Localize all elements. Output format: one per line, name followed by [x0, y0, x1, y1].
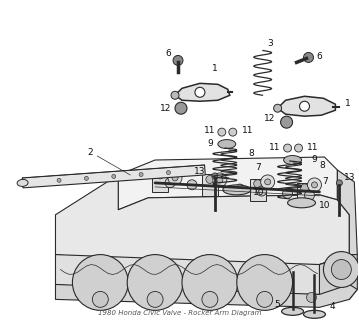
Circle shape	[308, 178, 321, 192]
Polygon shape	[175, 83, 230, 101]
Text: 6: 6	[165, 49, 171, 58]
Circle shape	[173, 55, 183, 65]
Circle shape	[172, 175, 178, 181]
Ellipse shape	[281, 307, 303, 315]
Circle shape	[257, 292, 272, 307]
Circle shape	[229, 128, 237, 136]
Circle shape	[187, 180, 197, 190]
Circle shape	[283, 188, 293, 198]
Circle shape	[265, 179, 271, 185]
Circle shape	[182, 255, 238, 310]
Circle shape	[304, 190, 314, 200]
Ellipse shape	[218, 140, 236, 148]
Circle shape	[57, 178, 61, 182]
Circle shape	[206, 175, 214, 183]
Circle shape	[167, 171, 171, 174]
Circle shape	[261, 175, 275, 189]
Text: 12: 12	[160, 104, 172, 113]
Polygon shape	[56, 255, 349, 294]
Circle shape	[156, 171, 164, 179]
Text: 11: 11	[307, 142, 318, 152]
Circle shape	[299, 101, 309, 111]
Text: 3: 3	[268, 39, 274, 48]
Circle shape	[331, 260, 351, 279]
Text: 12: 12	[264, 114, 275, 123]
Text: 8: 8	[249, 148, 255, 157]
Circle shape	[213, 173, 227, 187]
Text: 1: 1	[345, 99, 350, 108]
Circle shape	[237, 255, 293, 310]
Polygon shape	[118, 157, 337, 210]
Text: 6: 6	[317, 52, 322, 61]
Text: 1: 1	[212, 64, 218, 73]
Polygon shape	[56, 175, 349, 265]
Text: 9: 9	[207, 139, 213, 148]
Circle shape	[165, 178, 175, 188]
Circle shape	[323, 252, 359, 287]
Text: 8: 8	[320, 162, 325, 171]
Polygon shape	[56, 284, 357, 307]
Circle shape	[312, 182, 317, 188]
Circle shape	[284, 144, 292, 152]
Circle shape	[92, 292, 108, 307]
Polygon shape	[278, 96, 335, 116]
Ellipse shape	[303, 310, 325, 318]
Ellipse shape	[288, 198, 316, 208]
Polygon shape	[297, 183, 312, 205]
Text: 9: 9	[312, 156, 317, 164]
Circle shape	[147, 292, 163, 307]
Circle shape	[307, 292, 317, 302]
Ellipse shape	[17, 180, 28, 186]
Text: 5: 5	[275, 300, 280, 309]
Polygon shape	[152, 170, 168, 192]
Text: 10: 10	[319, 201, 330, 210]
Circle shape	[168, 171, 182, 185]
Circle shape	[294, 144, 303, 152]
Circle shape	[235, 184, 245, 194]
Circle shape	[218, 128, 226, 136]
Circle shape	[303, 52, 313, 62]
Circle shape	[202, 292, 218, 307]
Circle shape	[175, 102, 187, 114]
Circle shape	[171, 91, 179, 99]
Polygon shape	[337, 170, 357, 255]
Circle shape	[84, 176, 88, 180]
Circle shape	[139, 172, 143, 176]
Text: 10: 10	[253, 188, 265, 197]
Circle shape	[212, 173, 218, 179]
Ellipse shape	[284, 156, 302, 164]
Text: 7: 7	[322, 177, 328, 187]
Polygon shape	[22, 165, 205, 188]
Circle shape	[217, 177, 223, 183]
Text: 7: 7	[255, 164, 261, 172]
Polygon shape	[320, 255, 357, 300]
Circle shape	[336, 180, 342, 186]
Ellipse shape	[223, 185, 251, 195]
Circle shape	[281, 116, 293, 128]
Polygon shape	[202, 174, 218, 196]
Text: 11: 11	[269, 142, 280, 152]
Text: 13: 13	[194, 167, 206, 176]
Circle shape	[274, 104, 281, 112]
Circle shape	[112, 174, 116, 179]
Circle shape	[254, 180, 262, 188]
Circle shape	[300, 184, 308, 192]
Text: 1980 Honda Civic Valve - Rocker Arm Diagram: 1980 Honda Civic Valve - Rocker Arm Diag…	[98, 310, 262, 316]
Circle shape	[73, 255, 128, 310]
Text: 11: 11	[242, 126, 253, 135]
Circle shape	[127, 255, 183, 310]
Circle shape	[257, 186, 267, 196]
Circle shape	[195, 87, 205, 97]
Text: 4: 4	[330, 302, 335, 311]
Text: 2: 2	[88, 148, 93, 156]
Polygon shape	[250, 179, 266, 201]
Text: 13: 13	[344, 173, 355, 182]
Text: 11: 11	[204, 126, 216, 135]
